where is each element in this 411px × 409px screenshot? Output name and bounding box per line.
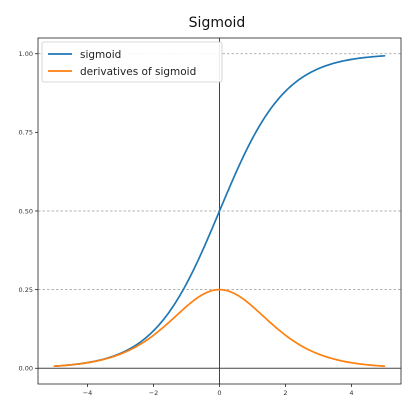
legend-label-derivative: derivatives of sigmoid bbox=[80, 66, 196, 78]
legend: sigmoid derivatives of sigmoid bbox=[42, 42, 222, 82]
legend-label-sigmoid: sigmoid bbox=[80, 49, 121, 61]
y-tick-label: 1.00 bbox=[19, 50, 33, 58]
x-tick-label: −4 bbox=[83, 389, 93, 397]
x-tick-label: −2 bbox=[149, 389, 159, 397]
x-tick-label: 4 bbox=[349, 389, 353, 397]
y-tick-label: 0.50 bbox=[19, 207, 33, 215]
x-tick-label: 2 bbox=[283, 389, 287, 397]
y-tick-label: 0.75 bbox=[19, 129, 33, 137]
chart-title: Sigmoid bbox=[189, 15, 246, 31]
x-tick-label: 0 bbox=[217, 389, 221, 397]
y-tick-label: 0.00 bbox=[19, 365, 33, 373]
y-tick-label: 0.25 bbox=[19, 286, 33, 294]
